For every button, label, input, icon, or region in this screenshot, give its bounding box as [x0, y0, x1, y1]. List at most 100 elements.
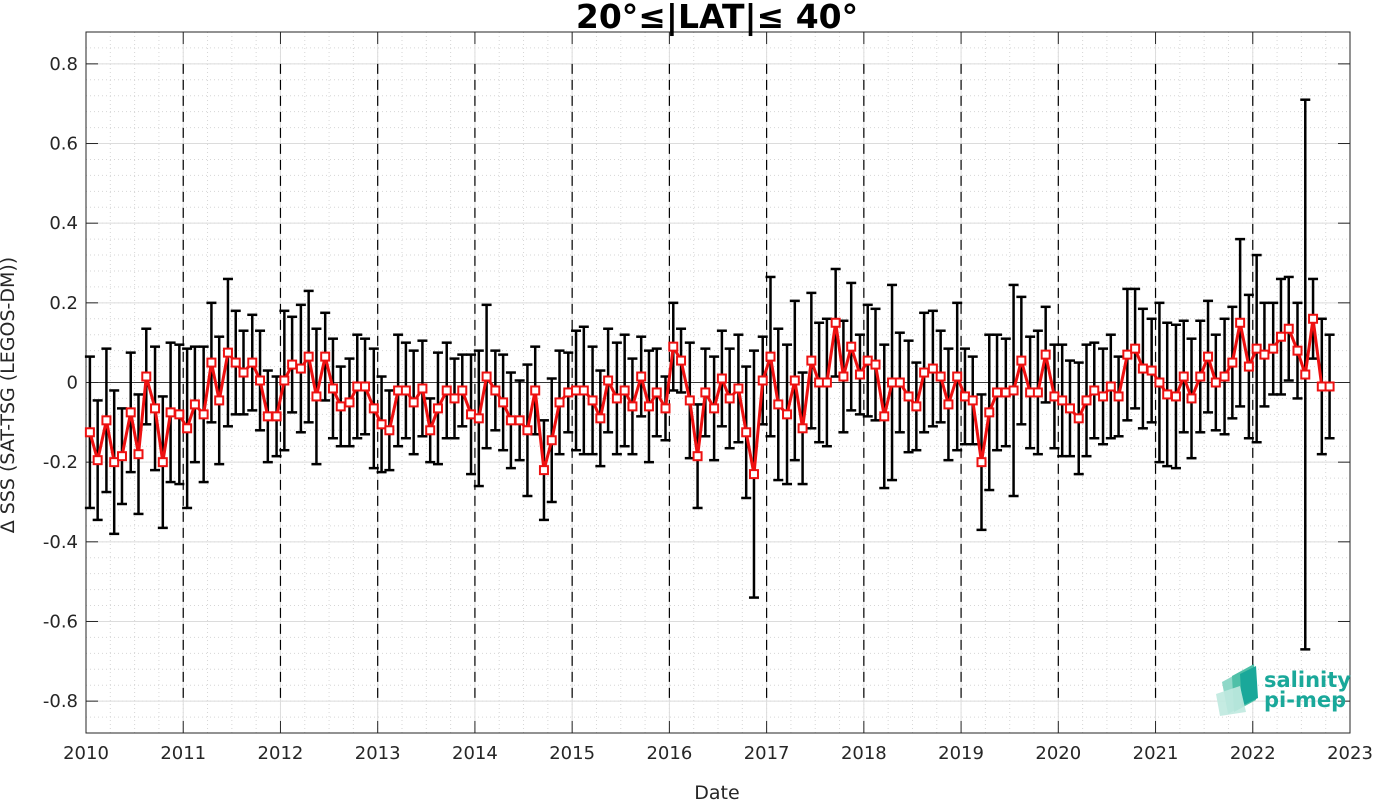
data-point: [984, 407, 995, 418]
y-tick-label: -0.6: [43, 611, 78, 632]
data-point: [457, 385, 468, 396]
y-tick-label: 0.2: [49, 293, 78, 314]
data-point: [271, 411, 282, 422]
year-markers: [182, 63, 1254, 702]
data-point: [870, 359, 881, 370]
data-point: [967, 395, 978, 406]
data-point: [619, 385, 630, 396]
data-point: [765, 351, 776, 362]
data-point: [230, 357, 241, 368]
data-point: [709, 403, 720, 414]
x-axis-label: Date: [694, 782, 739, 801]
data-point: [344, 397, 355, 408]
data-point: [490, 385, 501, 396]
data-point: [757, 375, 768, 386]
data-point: [1154, 377, 1165, 388]
data-point: [611, 393, 622, 404]
data-point: [636, 371, 647, 382]
y-tick-label: -0.8: [43, 691, 78, 712]
data-point: [1300, 369, 1311, 380]
data-point: [157, 457, 168, 468]
data-point: [927, 363, 938, 374]
y-tick-label: 0.8: [49, 54, 78, 75]
data-point: [660, 403, 671, 414]
y-tick-label: 0.4: [49, 213, 78, 234]
data-point: [1098, 391, 1109, 402]
data-point: [1235, 317, 1246, 328]
data-point: [668, 341, 679, 352]
data-point: [198, 409, 209, 420]
data-point: [1186, 393, 1197, 404]
data-point: [879, 411, 890, 422]
data-point: [247, 357, 258, 368]
data-point: [222, 347, 233, 358]
data-point: [1137, 363, 1148, 374]
x-tick-label: 2012: [258, 743, 304, 764]
data-point: [1268, 343, 1279, 354]
data-point: [903, 391, 914, 402]
data-point: [287, 359, 298, 370]
data-point: [854, 369, 865, 380]
data-point: [692, 451, 703, 462]
data-point: [360, 381, 371, 392]
data-point: [116, 451, 127, 462]
data-point: [376, 419, 387, 430]
data-point: [1008, 385, 1019, 396]
x-tick-label: 2023: [1327, 743, 1373, 764]
data-point: [262, 411, 273, 422]
x-tick-label: 2011: [160, 743, 206, 764]
data-point: [1227, 357, 1238, 368]
data-series: [84, 98, 1335, 651]
data-point: [1170, 391, 1181, 402]
data-point: [1195, 371, 1206, 382]
axes: -0.8 -0.6 -0.4 -0.2 0 0.2 0.4 0.6 0.8 2010 2011 201…: [43, 31, 1373, 764]
x-tick-label: 2013: [355, 743, 401, 764]
salinity-pi-mep-logo: salinity pi-mep: [1216, 664, 1351, 716]
data-point: [384, 425, 395, 436]
data-point: [335, 401, 346, 412]
y-tick-label: -0.4: [43, 532, 78, 553]
data-point: [1203, 351, 1214, 362]
data-point: [417, 383, 428, 394]
data-point: [1064, 403, 1075, 414]
data-point: [546, 435, 557, 446]
data-point: [1283, 323, 1294, 334]
data-point: [150, 403, 161, 414]
data-point: [748, 469, 759, 480]
data-point: [1308, 313, 1319, 324]
y-axis-label: Δ SSS (SAT-TSG (LEGOS-DM)): [0, 257, 19, 533]
data-point: [1324, 381, 1335, 392]
data-point: [498, 397, 509, 408]
data-point: [1251, 343, 1262, 354]
data-point: [952, 371, 963, 382]
data-point: [603, 375, 614, 386]
data-point: [838, 371, 849, 382]
data-point: [587, 395, 598, 406]
data-point: [141, 371, 152, 382]
data-point: [651, 387, 662, 398]
data-point: [1210, 377, 1221, 388]
data-point: [449, 393, 460, 404]
data-point: [1146, 365, 1157, 376]
data-point: [1243, 361, 1254, 372]
grid: [85, 31, 1351, 734]
data-point: [894, 377, 905, 388]
data-point: [295, 363, 306, 374]
x-tick-label: 2016: [646, 743, 692, 764]
data-point: [578, 385, 589, 396]
x-tick-label: 2017: [744, 743, 790, 764]
data-point: [595, 413, 606, 424]
data-point: [1105, 381, 1116, 392]
data-point: [189, 399, 200, 410]
x-tick-label: 2019: [938, 743, 984, 764]
data-point: [782, 409, 793, 420]
data-point: [368, 403, 379, 414]
chart-title: 20°≤|LAT|≤ 40°: [576, 0, 858, 36]
data-point: [821, 377, 832, 388]
data-point: [1275, 331, 1286, 342]
data-point: [911, 401, 922, 412]
data-point: [700, 387, 711, 398]
data-point: [1130, 343, 1141, 354]
data-point: [279, 375, 290, 386]
data-point: [133, 449, 144, 460]
